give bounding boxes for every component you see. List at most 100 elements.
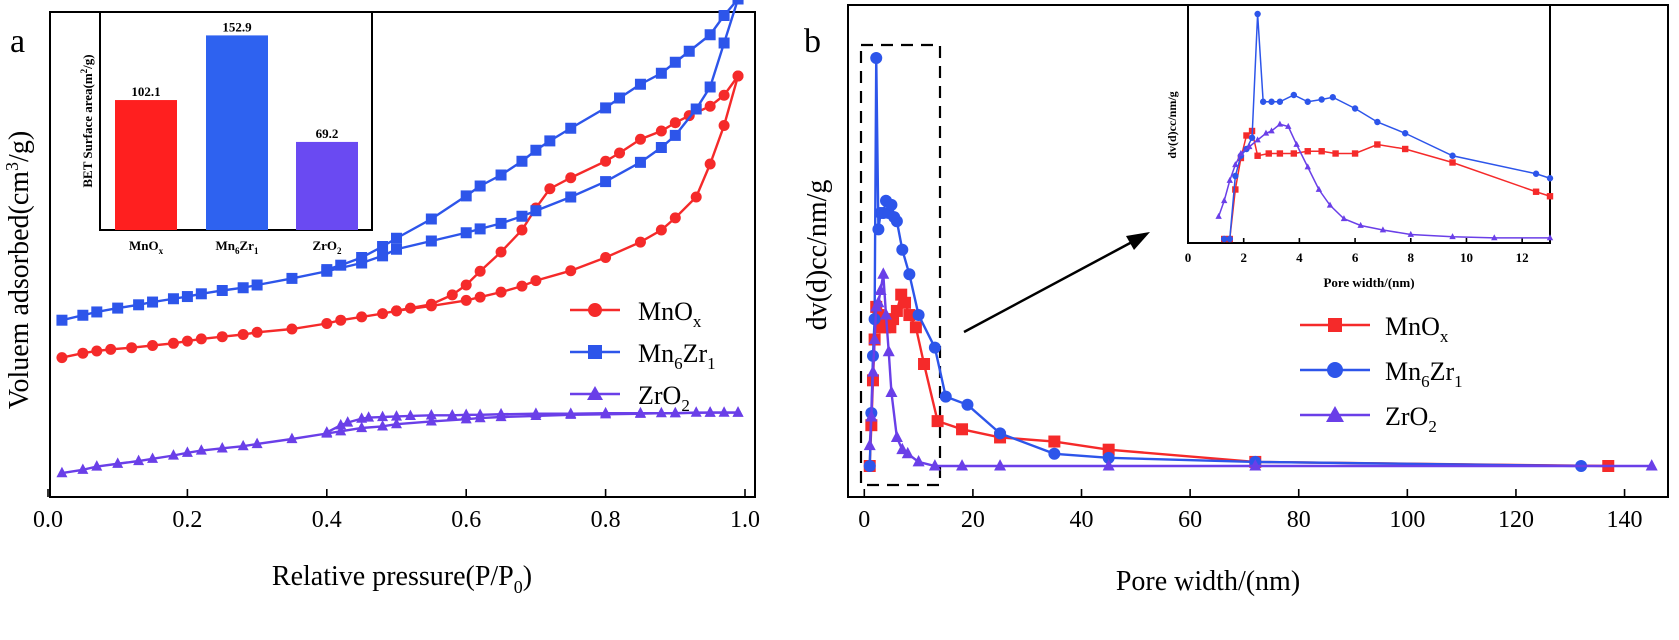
series-mnox-point <box>530 275 542 287</box>
series-mnox-inset-point <box>1254 152 1261 159</box>
inset-bar-y-axis-label: BET Surface area(m2/g) <box>79 54 95 187</box>
panel-b-x-tick-label: 40 <box>1070 507 1094 533</box>
panel-b-series <box>863 52 1658 472</box>
series-mnox-point <box>704 100 716 112</box>
series-mn6zr1-inset-point <box>1276 98 1284 105</box>
series-zro2-inset-point <box>1285 122 1292 129</box>
series-mn6zr1-point <box>181 291 193 303</box>
series-zro2-point <box>356 421 368 433</box>
series-zro2-point <box>91 460 103 471</box>
series-mn6zr1-point <box>195 288 207 300</box>
series-mn6zr1-b-point <box>994 427 1007 440</box>
series-mnox-point <box>237 329 249 340</box>
series-zro2-inset-point <box>1215 212 1222 219</box>
series-zro2-b-point <box>868 332 881 345</box>
series-mnox-point <box>718 89 730 101</box>
series-zro2-inset-line <box>1217 123 1550 239</box>
series-mnox-point <box>669 117 681 129</box>
series-mn6zr1-inset-point <box>1290 91 1298 99</box>
series-mnox-inset-point <box>1243 132 1250 139</box>
series-mnox-point <box>544 183 556 195</box>
legend-item-mn6zr1-b: Mn6Zr1 <box>1300 357 1463 391</box>
series-zro2-b-point <box>865 410 878 422</box>
series-mnox-point <box>460 279 472 291</box>
series-zro2-b-point <box>928 459 941 471</box>
panel-a-legend: MnOx Mn6Zr1 ZrO2 <box>570 297 716 415</box>
series-mn6zr1-b-point <box>870 52 883 64</box>
series-mn6zr1-b-point <box>961 398 974 411</box>
series-mnox-inset-point <box>1318 148 1325 155</box>
series-mnox-point <box>77 347 89 359</box>
inset-bar <box>206 35 268 231</box>
series-zro2-point <box>321 426 333 437</box>
series-zro2-point <box>460 408 472 419</box>
series-zro2-point <box>425 409 437 420</box>
series-mn6zr1-b-point <box>872 223 885 236</box>
series-zro2-inset-point <box>1407 230 1414 237</box>
series-mn6zr1-point <box>655 142 667 153</box>
series-mnox-point <box>634 133 646 145</box>
series-mnox-point <box>516 224 528 236</box>
series-mnox-point <box>460 294 472 306</box>
series-zro2-inset-point <box>1226 176 1233 183</box>
series-zro2-b-point <box>956 459 969 471</box>
series-mn6zr1-point <box>683 45 695 57</box>
series-mnox-b-point <box>903 309 916 322</box>
series-mn6zr1-inset-point <box>1318 96 1325 103</box>
svg-text:Mn6Zr1: Mn6Zr1 <box>638 339 716 373</box>
series-zro2-point <box>195 444 207 455</box>
inset-line-x-tick-label: 8 <box>1408 250 1415 265</box>
series-mn6zr1-inset-point <box>1449 152 1456 159</box>
series-mn6zr1-point <box>718 37 730 49</box>
series-mnox-point <box>516 280 528 292</box>
series-zro2-b-point <box>872 295 885 308</box>
inset-bar <box>296 141 358 230</box>
series-mn6zr1-point <box>718 10 730 21</box>
series-zro2-point <box>335 418 347 430</box>
svg-text:ZrO2: ZrO2 <box>1385 402 1437 436</box>
svg-text:ZrO2: ZrO2 <box>638 381 690 415</box>
series-zro2-adsorption-line <box>61 411 739 475</box>
inset-line-frame <box>1187 4 1551 244</box>
series-mn6zr1-point <box>216 285 228 296</box>
series-mn6zr1-point <box>391 232 402 244</box>
series-zro2-point <box>335 424 347 436</box>
svg-text:MnOx: MnOx <box>1385 312 1449 346</box>
series-zro2-inset-point <box>1221 197 1228 204</box>
series-mn6zr1-point <box>544 135 556 147</box>
series-mn6zr1-inset-point <box>1254 10 1261 18</box>
series-zro2-point <box>446 409 458 420</box>
series-mnox-point <box>446 289 458 301</box>
series-mn6zr1-inset-point <box>1351 105 1359 112</box>
series-mnox-point <box>600 155 612 167</box>
series-mnox-point <box>495 286 507 298</box>
series-zro2-point <box>718 406 730 417</box>
series-mn6zr1-b-point <box>896 243 909 256</box>
series-zro2-point <box>425 415 437 426</box>
series-zro2-inset-point <box>1268 127 1275 134</box>
panel-a: a 0.0 0.2 0.4 0.6 0.8 1.0 Voluem adsorbed(cm3… <box>2 0 760 597</box>
series-mnox-inset-point <box>1290 150 1298 157</box>
series-mn6zr1-point <box>530 144 542 156</box>
series-mnox-point <box>565 265 577 277</box>
panel-b-y-axis-label: dv(d)cc/nm/g <box>802 180 833 331</box>
series-mn6zr1-b-point <box>885 198 898 211</box>
panel-b-x-tick-label: 100 <box>1389 507 1425 533</box>
series-zro2-point <box>56 466 68 478</box>
panel-a-axes-frame <box>49 11 756 498</box>
series-mn6zr1-inset-point <box>1402 130 1409 137</box>
series-mn6zr1-inset-point <box>1532 170 1540 177</box>
panel-a-x-tick-label: 0.4 <box>312 507 342 533</box>
series-mn6zr1-point <box>356 252 368 263</box>
inset-bar-value-label: 69.2 <box>316 126 339 141</box>
series-zro2-b-point <box>882 344 895 357</box>
series-mn6zr1-point <box>704 29 716 41</box>
series-zro2-b-point <box>885 385 898 398</box>
series-mn6zr1-point <box>377 241 389 252</box>
series-mn6zr1-b-point <box>939 390 952 403</box>
series-mn6zr1-inset-point <box>1268 98 1275 105</box>
series-mn6zr1-b-point <box>928 341 941 354</box>
series-zro2-b-point <box>896 442 909 455</box>
series-mn6zr1-point <box>600 102 612 114</box>
panel-b-inset: 0 2 4 6 8 10 12 dv(d)cc/nm/g Pore width/(nm) <box>1165 4 1554 290</box>
